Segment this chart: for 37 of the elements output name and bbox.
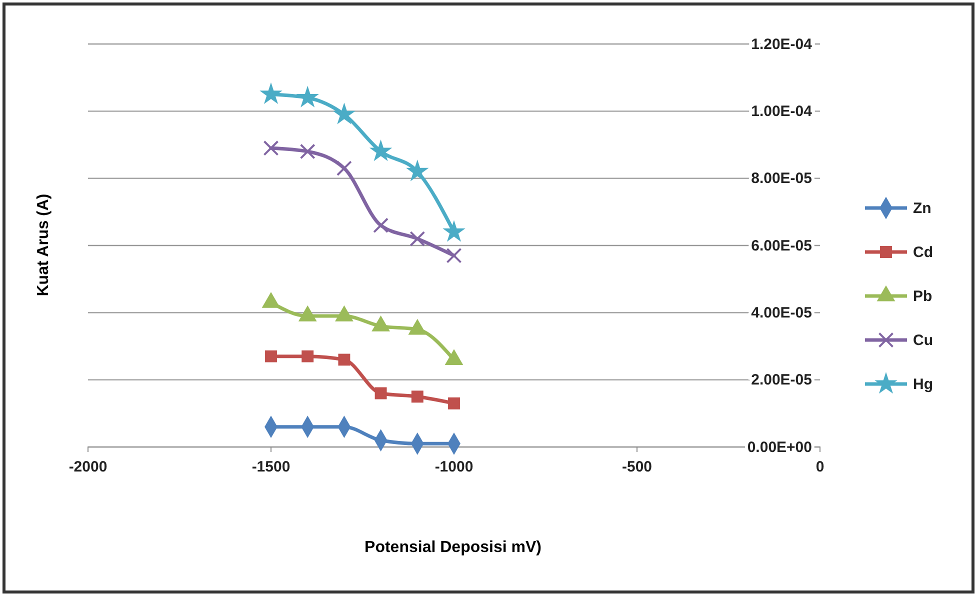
point: [336, 160, 352, 176]
y-tick-label: 8.00E-05: [751, 170, 812, 188]
legend-label: Pb: [913, 288, 932, 305]
point: [338, 354, 350, 366]
point: [263, 140, 279, 156]
y-tick-label: 1.00E-04: [751, 102, 813, 120]
point: [260, 84, 282, 104]
point: [265, 350, 277, 362]
point: [373, 218, 389, 234]
y-tick-label: 4.00E-05: [751, 304, 812, 322]
point: [411, 390, 424, 403]
point: [410, 231, 426, 247]
y-axis-title: Kuat Arus (A): [35, 194, 52, 296]
point: [370, 140, 392, 160]
legend-label: Cu: [913, 332, 933, 349]
point: [444, 221, 464, 241]
legend-label: Cd: [913, 244, 933, 261]
x-tick-label: -500: [622, 458, 652, 476]
point: [374, 387, 387, 400]
point: [297, 86, 318, 107]
point: [334, 104, 355, 124]
legend-label: Zn: [913, 200, 932, 217]
point: [302, 350, 314, 362]
y-tick-label: 6.00E-05: [751, 237, 812, 254]
x-tick-label: 0: [816, 458, 824, 476]
point: [407, 160, 428, 180]
x-axis-title: Potensial Deposisi mV): [364, 539, 542, 556]
y-tick-label: 2.00E-05: [751, 372, 812, 389]
point: [300, 144, 316, 160]
x-tick-label: -1500: [252, 458, 290, 476]
y-tick-label: 0.00E+00: [747, 438, 812, 456]
x-tick-label: -1000: [434, 458, 474, 476]
point: [446, 248, 462, 264]
x-tick-label: -2000: [68, 458, 108, 476]
y-tick-label: 1.20E-04: [751, 36, 813, 53]
point: [448, 397, 460, 410]
legend-label: Hg: [913, 376, 933, 393]
